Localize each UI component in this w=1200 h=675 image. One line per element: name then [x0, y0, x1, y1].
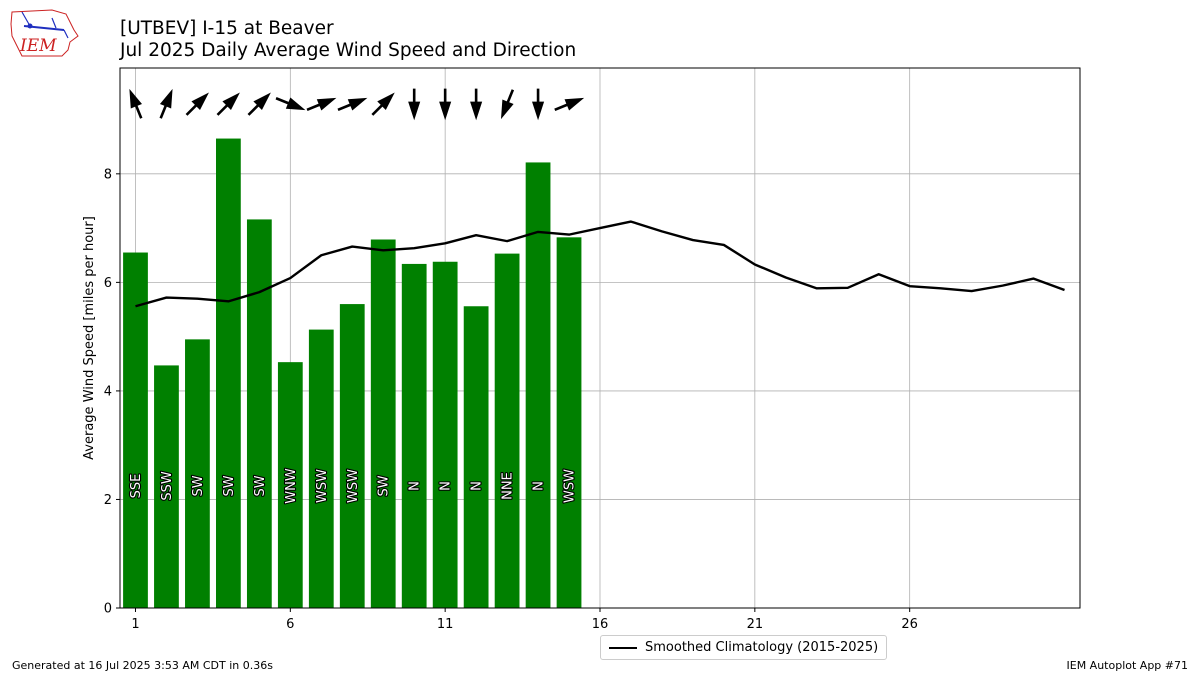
wind-direction-arrow [439, 88, 452, 121]
speed-bar [370, 239, 396, 608]
wind-direction-arrow [185, 92, 209, 116]
direction-label: SSE [129, 474, 144, 499]
logo-text: IEM [19, 36, 57, 56]
direction-label: WSW [346, 469, 361, 503]
chart-title: [UTBEV] I-15 at Beaver [120, 18, 334, 39]
speed-bars [123, 138, 582, 609]
wind-direction-arrow [554, 97, 585, 111]
y-tick-label: 8 [104, 167, 112, 182]
wind-direction-arrow [371, 92, 395, 116]
direction-label: WSW [563, 469, 578, 503]
speed-bar [277, 362, 303, 608]
direction-arrows [129, 88, 585, 121]
speed-bar [308, 329, 334, 608]
direction-label: SW [253, 475, 268, 496]
speed-bar [463, 306, 489, 608]
x-tick-label: 1 [131, 617, 139, 632]
speed-bar [339, 304, 365, 608]
direction-label: SW [222, 475, 237, 496]
speed-bar [494, 253, 520, 609]
direction-label: N [470, 481, 485, 491]
legend-line-swatch [609, 646, 637, 649]
speed-bar [123, 252, 148, 608]
direction-label: WNW [284, 468, 299, 504]
direction-label: SW [191, 475, 206, 496]
speed-bar [246, 219, 272, 608]
wind-direction-arrow [337, 97, 368, 111]
legend: Smoothed Climatology (2015-2025) [600, 635, 888, 660]
speed-bar [401, 263, 427, 608]
speed-bar [556, 237, 582, 608]
x-tick-label: 26 [901, 617, 918, 632]
y-axis-label: Average Wind Speed [miles per hour] [82, 216, 97, 460]
x-tick-label: 6 [286, 617, 294, 632]
direction-labels: SSE SSW SW SW SW WNW WSW WSW SW N N N NNE N WSW [128, 467, 579, 505]
x-tick-label: 11 [437, 617, 454, 632]
y-tick-label: 2 [104, 493, 112, 508]
y-tick-label: 0 [104, 602, 112, 617]
x-tick-label: 16 [592, 617, 609, 632]
y-tick-label: 6 [104, 276, 112, 291]
direction-label: N [408, 481, 423, 491]
legend-label: Smoothed Climatology (2015-2025) [645, 640, 879, 655]
direction-label: N [532, 481, 547, 491]
speed-bar [185, 339, 210, 608]
speed-bar [432, 261, 458, 608]
wind-direction-arrow [532, 88, 545, 121]
wind-direction-arrow [306, 97, 337, 111]
wind-direction-arrow [159, 88, 173, 119]
wind-direction-arrow [129, 88, 143, 119]
wind-direction-arrow [216, 92, 240, 116]
wind-direction-arrow [500, 89, 515, 120]
climatology-line-layer [135, 220, 1065, 308]
wind-direction-arrow [408, 88, 421, 121]
y-tick-label: 4 [104, 384, 112, 399]
direction-label: WSW [315, 469, 330, 503]
iem-logo: IEM [10, 9, 79, 57]
direction-label: SW [377, 475, 392, 496]
direction-label: N [439, 481, 454, 491]
generated-note: Generated at 16 Jul 2025 3:53 AM CDT in … [12, 659, 273, 672]
wind-direction-arrow [247, 92, 271, 116]
chart-subtitle: Jul 2025 Daily Average Wind Speed and Di… [120, 40, 577, 61]
direction-label: NNE [501, 472, 516, 500]
app-note: IEM Autoplot App #71 [1066, 659, 1189, 672]
speed-bar [525, 162, 551, 608]
x-tick-label: 21 [747, 617, 764, 632]
speed-bar [216, 138, 241, 608]
climatology-line [135, 220, 1065, 308]
wind-direction-arrow [275, 97, 306, 111]
wind-direction-arrow [470, 88, 483, 121]
speed-bar [154, 365, 179, 608]
direction-label: SSW [160, 471, 175, 501]
